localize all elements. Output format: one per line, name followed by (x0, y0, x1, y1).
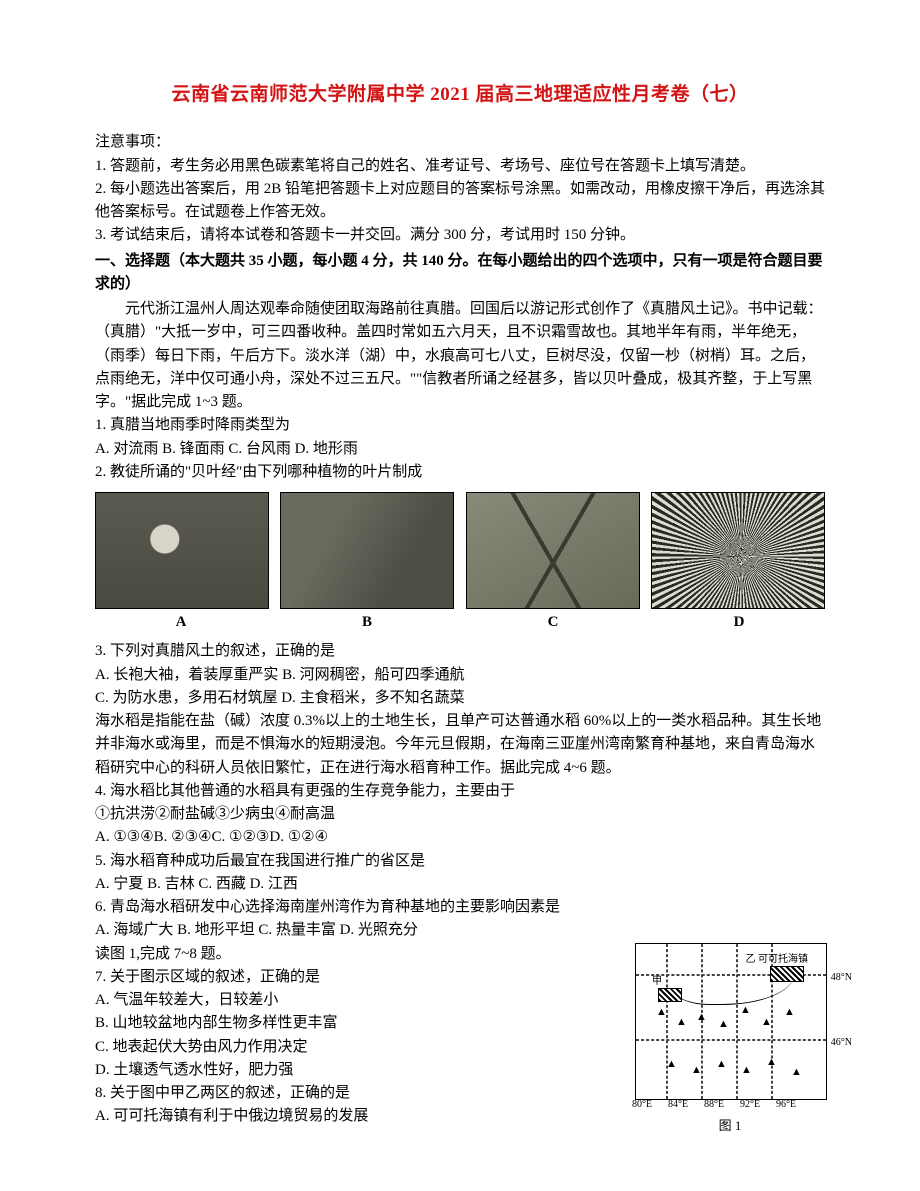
q5-stem: 5. 海水稻育种成功后最宜在我国进行推广的省区是 (95, 850, 825, 873)
q6-options: A. 海域广大 B. 地形平坦 C. 热量丰富 D. 光照充分 (95, 919, 825, 942)
q2-image-b (280, 492, 454, 609)
q3-options-line1: A. 长袍大袖，着装厚重严实 B. 河网稠密，船可四季通航 (95, 664, 825, 687)
figure-1-caption: 图 1 (635, 1116, 825, 1136)
q2-stem: 2. 教徒所诵的"贝叶经"由下列哪种植物的叶片制成 (95, 461, 825, 484)
figure-1-region: 读图 1,完成 7~8 题。 7. 关于图示区域的叙述，正确的是 A. 气温年较… (95, 943, 825, 1129)
map-lat-46n: 46°N (831, 1035, 852, 1051)
map-lat-48n: 48°N (831, 970, 852, 986)
q5-options: A. 宁夏 B. 吉林 C. 西藏 D. 江西 (95, 873, 825, 896)
passage-1: 元代浙江温州人周达观奉命随使团取海路前往真腊。回国后以游记形式创作了《真腊风土记… (95, 298, 825, 414)
q2-label-c: C (467, 611, 639, 634)
q4-options: A. ①③④B. ②③④C. ①②③D. ①②④ (95, 826, 825, 849)
map-lon-96e: 96°E (776, 1097, 796, 1113)
q6-stem: 6. 青岛海水稻研发中心选择海南崖州湾作为育种基地的主要影响因素是 (95, 896, 825, 919)
q7-opt-d: D. 土壤透气透水性好，肥力强 (95, 1059, 615, 1082)
q2-images-row (95, 492, 825, 609)
q2-image-c (466, 492, 640, 609)
map-lon-92e: 92°E (740, 1097, 760, 1113)
q2-label-a: A (95, 611, 267, 634)
q4-items: ①抗洪涝②耐盐碱③少病虫④耐高温 (95, 803, 825, 826)
q7-stem: 7. 关于图示区域的叙述，正确的是 (95, 966, 615, 989)
q3-stem: 3. 下列对真腊风土的叙述，正确的是 (95, 640, 825, 663)
q8-opt-a: A. 可可托海镇有利于中俄边境贸易的发展 (95, 1105, 615, 1128)
q2-label-b: B (281, 611, 453, 634)
map-lon-84e: 84°E (668, 1097, 688, 1113)
q8-stem: 8. 关于图中甲乙两区的叙述，正确的是 (95, 1082, 615, 1105)
map-lon-88e: 88°E (704, 1097, 724, 1113)
q7-opt-a: A. 气温年较差大，日较差小 (95, 989, 615, 1012)
q1-options: A. 对流雨 B. 锋面雨 C. 台风雨 D. 地形雨 (95, 438, 825, 461)
passage-2: 海水稻是指能在盐（碱）浓度 0.3%以上的土地生长，且单产可达普通水稻 60%以… (95, 710, 825, 780)
section-1-heading: 一、选择题（本大题共 35 小题，每小题 4 分，共 140 分。在每小题给出的… (95, 250, 825, 297)
q7-opt-b: B. 山地较盆地内部生物多样性更丰富 (95, 1012, 615, 1035)
notice-3: 3. 考试结束后，请将本试卷和答题卡一并交回。满分 300 分，考试用时 150… (95, 224, 825, 247)
q2-image-a (95, 492, 269, 609)
q2-image-d (651, 492, 825, 609)
figure-1-map: 甲 乙 可可托海镇 ▲ ▲ ▲ ▲ ▲ ▲ ▲ ▲ ▲ ▲ ▲ ▲ ▲ 48°N… (635, 943, 825, 1136)
q3-options-line2: C. 为防水患，多用石材筑屋 D. 主食稻米，多不知名蔬菜 (95, 687, 825, 710)
q7-opt-c: C. 地表起伏大势由风力作用决定 (95, 1036, 615, 1059)
notice-header: 注意事项： (95, 131, 825, 154)
q2-labels-row: A B C D (95, 611, 825, 634)
map-label-jia: 甲 (652, 974, 662, 990)
notice-1: 1. 答题前，考生务必用黑色碳素笔将自己的姓名、准考证号、考场号、座位号在答题卡… (95, 155, 825, 178)
q4-stem: 4. 海水稻比其他普通的水稻具有更强的生存竞争能力，主要由于 (95, 780, 825, 803)
q1-stem: 1. 真腊当地雨季时降雨类型为 (95, 414, 825, 437)
exam-title: 云南省云南师范大学附属中学 2021 届高三地理适应性月考卷（七） (95, 80, 825, 109)
map-lon-80e: 80°E (632, 1097, 652, 1113)
passage-3: 读图 1,完成 7~8 题。 (95, 943, 615, 966)
notice-2: 2. 每小题选出答案后，用 2B 铅笔把答题卡上对应题目的答案标号涂黑。如需改动… (95, 178, 825, 225)
q2-label-d: D (653, 611, 825, 634)
map-label-yi: 乙 可可托海镇 (746, 952, 809, 968)
